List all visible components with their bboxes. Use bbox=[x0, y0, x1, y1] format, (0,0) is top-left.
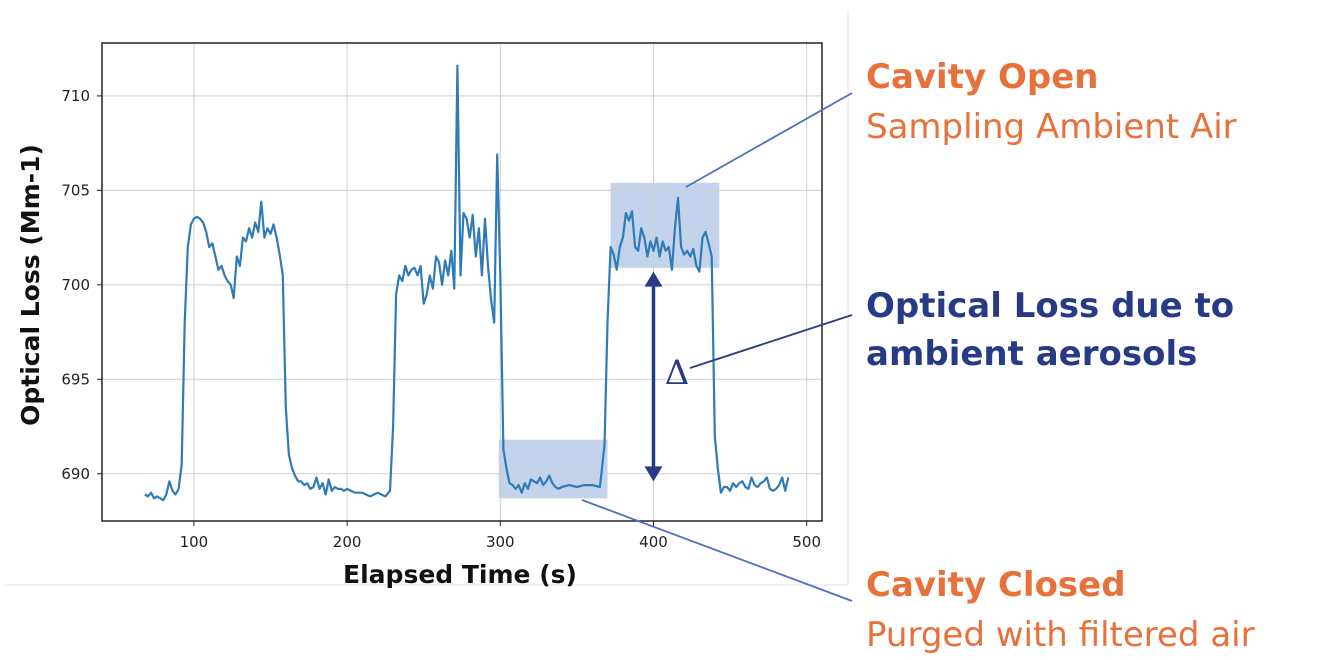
plot-frame bbox=[101, 42, 823, 522]
optical-loss-connector bbox=[689, 314, 853, 369]
y-tick-label: 695 bbox=[61, 370, 90, 388]
x-tick-label: 100 bbox=[180, 533, 209, 551]
x-tick-label: 500 bbox=[792, 533, 821, 551]
x-tick-label: 200 bbox=[333, 533, 362, 551]
highlight-layer bbox=[498, 182, 720, 499]
y-tick-label: 690 bbox=[61, 465, 90, 483]
y-axis-label: Optical Loss (Mm-1) bbox=[16, 144, 45, 426]
delta-arrow-head-bottom bbox=[644, 466, 663, 482]
cavity-closed-subtitle: Purged with filtered air bbox=[866, 615, 1255, 655]
x-tick-label: 300 bbox=[486, 533, 515, 551]
y-tick-label: 700 bbox=[61, 276, 90, 294]
x-tick-label: 400 bbox=[639, 533, 668, 551]
x-axis-label: Elapsed Time (s) bbox=[343, 560, 577, 589]
delta-arrow-head-top bbox=[644, 271, 663, 287]
y-tick-label: 710 bbox=[61, 87, 90, 105]
optical-loss-line2: ambient aerosols bbox=[866, 334, 1198, 374]
series-line-0 bbox=[144, 64, 790, 502]
cavity-open-connector bbox=[685, 92, 853, 188]
cavity-closed-title: Cavity Closed bbox=[866, 565, 1126, 605]
cavity-closed-connector bbox=[581, 499, 853, 602]
cavity-open-subtitle: Sampling Ambient Air bbox=[866, 107, 1237, 147]
tick-layer: 100 200 300 400 500 690 695 700 705 710 bbox=[61, 87, 821, 551]
delta-layer bbox=[644, 271, 663, 482]
grid-layer bbox=[102, 43, 822, 521]
optical-loss-line1: Optical Loss due to bbox=[866, 286, 1235, 326]
line-layer bbox=[144, 64, 790, 502]
highlight-box-0 bbox=[610, 182, 720, 268]
y-tick-label: 705 bbox=[61, 181, 90, 199]
cavity-open-title: Cavity Open bbox=[866, 57, 1099, 97]
delta-label: Δ bbox=[665, 353, 690, 393]
